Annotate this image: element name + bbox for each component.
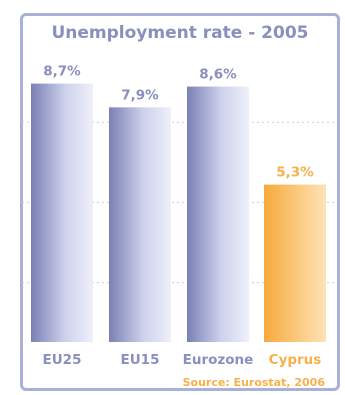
chart-title: Unemployment rate - 2005 <box>51 23 308 43</box>
source-note: Source: Eurostat, 2006 <box>183 376 326 389</box>
bar-cyprus <box>264 184 326 342</box>
bars <box>31 83 326 343</box>
category-label-eurozone: Eurozone <box>183 352 254 368</box>
category-label-eu15: EU15 <box>121 352 160 368</box>
category-label-cyprus: Cyprus <box>269 352 322 368</box>
value-labels: 8,7% 7,9% 8,6% 5,3% <box>43 64 314 181</box>
value-label-eu15: 7,9% <box>121 87 159 103</box>
bar-eu15 <box>109 107 171 343</box>
bar-eurozone <box>187 86 249 342</box>
value-label-cyprus: 5,3% <box>276 165 314 181</box>
category-label-eu25: EU25 <box>43 352 82 368</box>
category-labels: EU25 EU15 Eurozone Cyprus <box>43 352 322 368</box>
value-label-eurozone: 8,6% <box>199 67 237 83</box>
bar-eu25 <box>31 83 93 343</box>
value-label-eu25: 8,7% <box>43 64 81 80</box>
